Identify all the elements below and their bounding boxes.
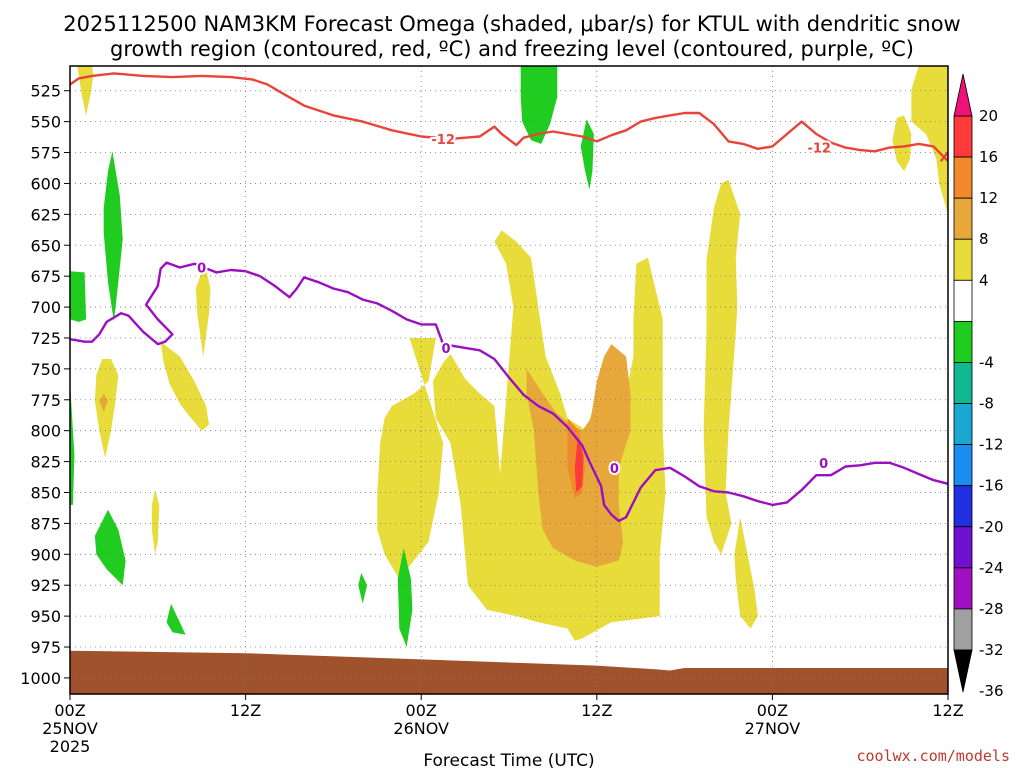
omega-region-4 [160,341,209,431]
colorbar-bin-7 [953,403,973,446]
omega-region-1 [94,359,119,458]
colorbar-top-arrow [953,73,973,117]
omega-region-23 [70,381,75,505]
colorbar-bin-5 [953,320,973,363]
chart-title-line1: 2025112500 NAM3KM Forecast Omega (shaded… [63,12,960,36]
y-axis: 525 550 575 600 625 650 675 700 725 750 775 800 825 8… [20,82,70,688]
dgz-contour-tail [939,150,948,162]
plot-area: -12 -12 0 0 0 0 [70,66,948,694]
colorbar-bottom-arrow [953,649,973,693]
omega-region-14 [574,436,584,493]
ytick-label-575: 575 [30,144,61,163]
xtick-label-0: 00Z [54,701,85,720]
xtick-date-0: 25NOV [42,719,98,738]
colorbar-label-11: -28 [979,600,1004,618]
colorbar-label-13: -36 [979,682,1004,700]
colorbar-bin-8 [953,444,973,487]
xtick-date-48: 27NOV [745,719,801,738]
freezing-level-contour-label-0: 0 [197,262,206,277]
xtick-label-48: 00Z [757,701,788,720]
ytick-label-625: 625 [30,205,61,224]
terrain-fill [70,650,948,694]
ytick-label-725: 725 [30,329,61,348]
freezing-level-contour-label-1: 0 [442,342,451,357]
colorbar-label-5: -4 [979,353,994,371]
omega-region-10 [892,115,912,172]
colorbar: 20 16 12 8 4 -4 -8 -12 -16 -20 -24 -28 -32 -36 [953,73,1004,700]
ytick-label-825: 825 [30,453,61,472]
xtick-label-36: 12Z [581,701,612,720]
omega-region-5 [151,490,160,555]
omega-region-11 [911,66,948,215]
ytick-label-950: 950 [30,607,61,626]
ytick-label-675: 675 [30,267,61,286]
ytick-label-700: 700 [30,298,61,317]
ytick-label-975: 975 [30,638,61,657]
freezing-level-contour [70,261,948,523]
colorbar-label-9: -20 [979,518,1004,536]
xtick-date-24: 26NOV [393,719,449,738]
ytick-label-850: 850 [30,483,61,502]
omega-region-17 [103,151,123,322]
chart-title-line2: growth region (contoured, red, ºC) and f… [110,37,914,61]
colorbar-label-10: -24 [979,559,1004,577]
colorbar-bin-1 [953,156,973,199]
omega-region-16 [580,119,594,190]
dgz-contour [70,72,948,163]
plot-frame [69,65,949,695]
omega-region-9 [734,517,758,629]
omega-region-18 [70,271,87,322]
xtick-label-24: 00Z [406,701,437,720]
colorbar-bin-2 [953,197,973,240]
colorbar-label-1: 16 [979,148,998,166]
ytick-label-600: 600 [30,174,61,193]
colorbar-label-12: -32 [979,641,1004,659]
omega-region-20 [166,603,186,635]
freezing-level-contour-label-3: 0 [819,457,828,472]
ytick-label-900: 900 [30,545,61,564]
colorbar-label-6: -8 [979,395,994,413]
freezing-level-contour-label-2: 0 [610,462,619,477]
colorbar-label-8: -16 [979,477,1004,495]
xtick-label-60: 12Z [932,701,963,720]
colorbar-bin-3 [953,238,973,281]
dgz-contour-label-0: -12 [431,133,455,148]
colorbar-bin-0 [953,115,973,158]
colorbar-bin-10 [953,526,973,569]
ytick-label-525: 525 [30,82,61,101]
xtick-year-0: 2025 [50,737,91,756]
colorbar-bin-9 [953,485,973,528]
colorbar-label-2: 12 [979,189,998,207]
colorbar-label-4: 4 [979,271,989,289]
omega-region-22 [358,572,368,604]
omega-region-15 [520,66,558,144]
source-credit: coolwx.com/models [856,747,1010,765]
colorbar-label-7: -12 [979,436,1004,454]
xtick-label-12: 12Z [230,701,261,720]
ytick-label-775: 775 [30,391,61,410]
omega-region-2 [99,393,108,413]
colorbar-label-3: 8 [979,230,989,248]
x-axis-label: Forecast Time (UTC) [423,751,594,768]
ytick-label-800: 800 [30,422,61,441]
omega-region-19 [94,509,126,586]
colorbar-bin-12 [953,608,973,651]
omega-region-6 [377,338,444,579]
colorbar-label-0: 20 [979,107,998,125]
ytick-label-650: 650 [30,236,61,255]
ytick-label-875: 875 [30,514,61,533]
ytick-label-750: 750 [30,360,61,379]
colorbar-bin-6 [953,362,973,404]
omega-region-3 [195,263,211,357]
ytick-label-550: 550 [30,113,61,132]
colorbar-bin-11 [953,567,973,610]
ytick-label-1000: 1000 [20,669,61,688]
omega-region-21 [397,548,413,647]
ytick-label-925: 925 [30,576,61,595]
omega-region-8 [703,179,741,555]
dgz-contour-label-1: -12 [807,142,831,157]
colorbar-bin-4 [953,279,973,322]
